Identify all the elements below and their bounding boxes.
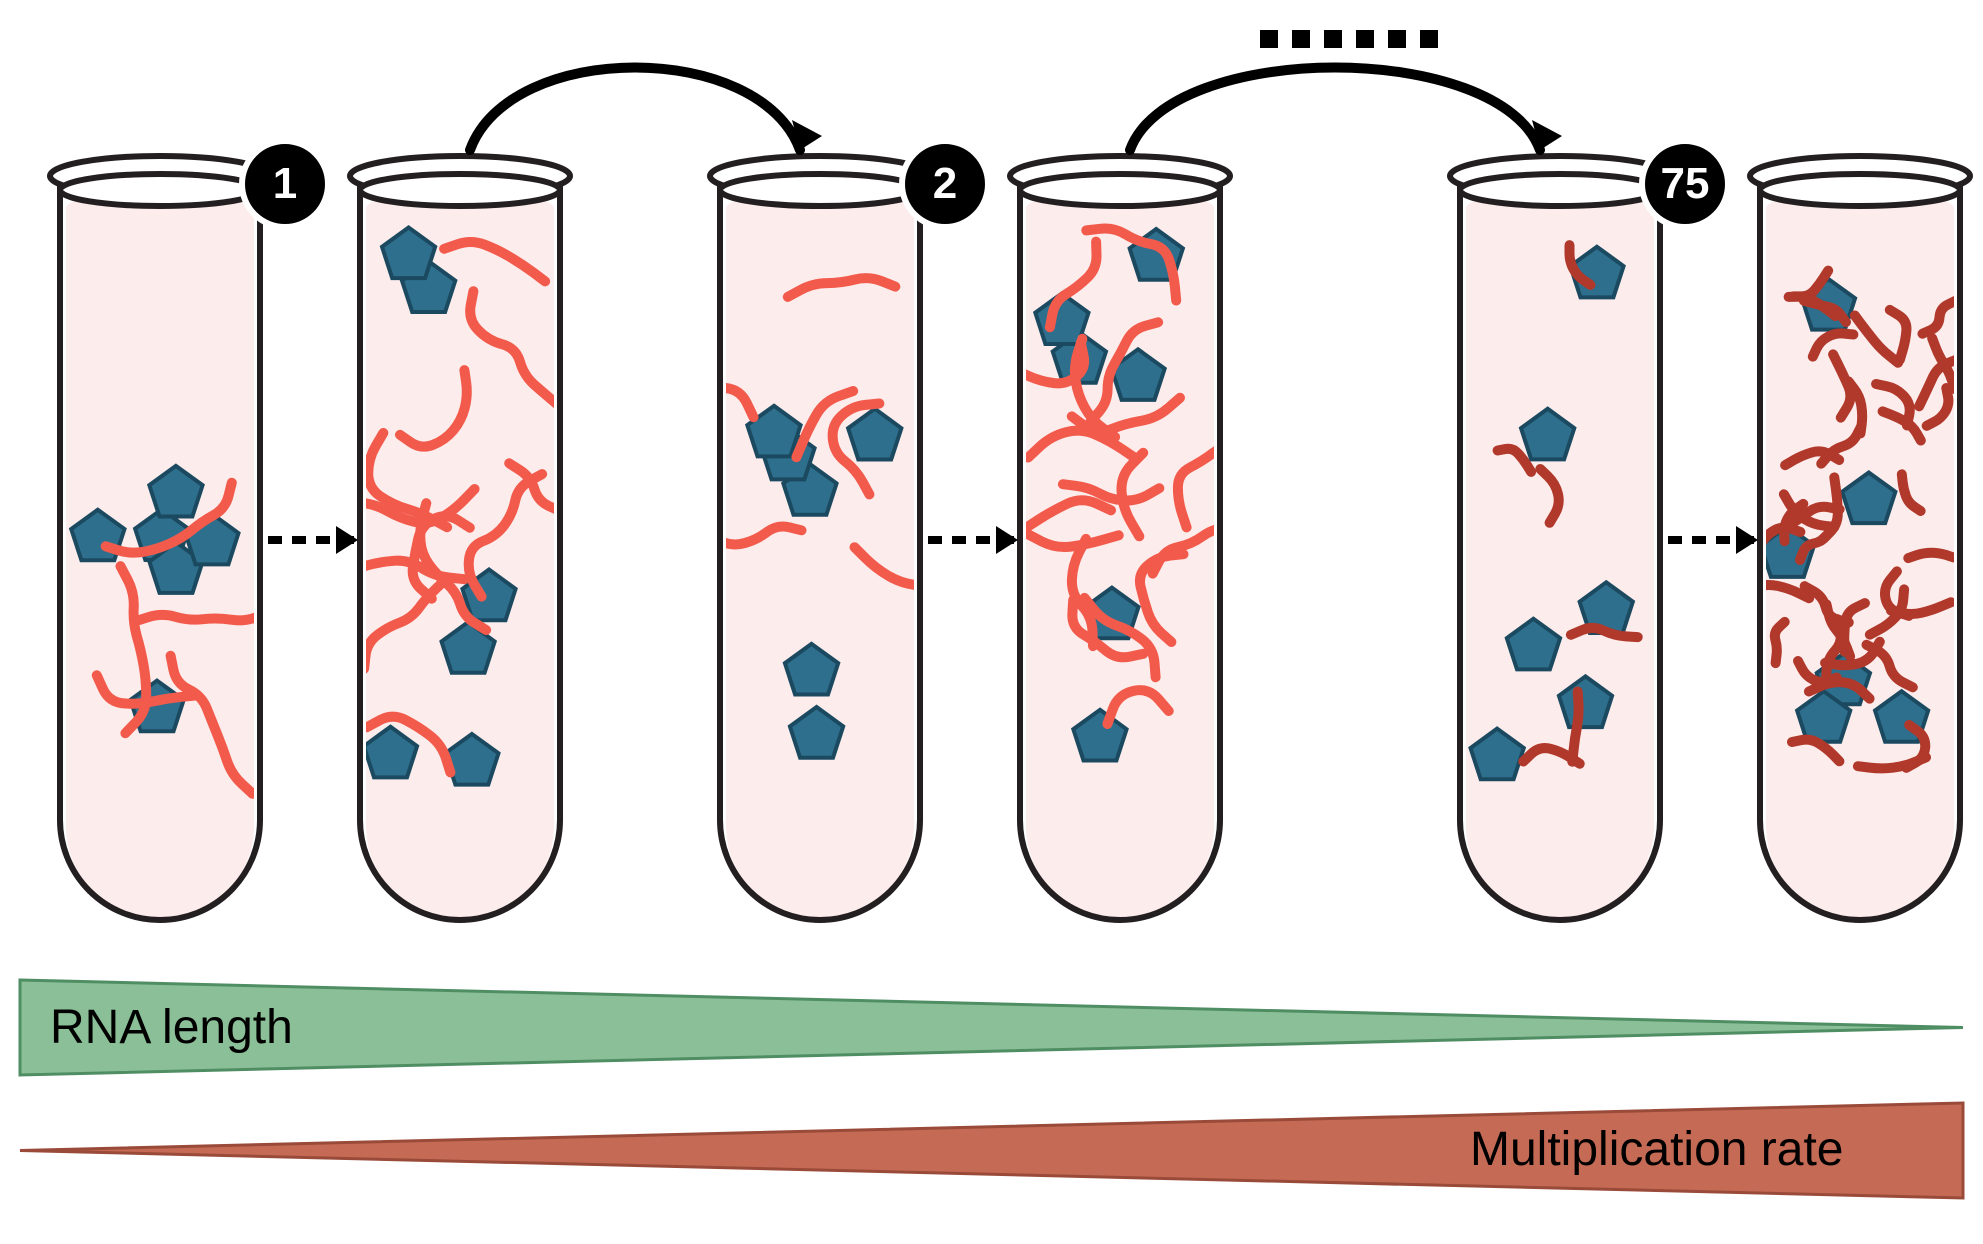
arrow-head: [996, 526, 1018, 554]
arrow-head: [1736, 526, 1758, 554]
dashed-arrow: [1658, 510, 1788, 570]
test-tube: [700, 130, 940, 950]
transfer-arrow: [470, 68, 800, 151]
rna-length-triangle: [20, 980, 1963, 1075]
gradient-triangles: [0, 970, 1983, 1228]
multiplication-rate-label: Multiplication rate: [1470, 1122, 1844, 1177]
step-badge-label: 1: [273, 159, 297, 209]
rna-length-label: RNA length: [50, 1000, 293, 1055]
dashed-arrow: [918, 510, 1048, 570]
tube-liquid: [726, 208, 914, 920]
ellipsis-dot: [1420, 30, 1438, 48]
rna-strand: [1908, 553, 1953, 558]
step-badge-label: 2: [933, 159, 957, 209]
diagram-canvas: 1 2 75 RNA length Multiplication rate: [0, 0, 1983, 1244]
step-badge: 1: [241, 140, 329, 228]
ellipsis-dot: [1260, 30, 1278, 48]
ellipsis-dot: [1324, 30, 1342, 48]
ellipsis-dot: [1388, 30, 1406, 48]
ellipsis-dot: [1292, 30, 1310, 48]
step-badge-label: 75: [1661, 159, 1710, 209]
arrow-head: [336, 526, 358, 554]
tube-liquid: [1466, 208, 1654, 920]
ellipsis-dot: [1356, 30, 1374, 48]
transfer-arrow: [1130, 68, 1540, 151]
step-badge: 75: [1641, 140, 1729, 228]
dashed-arrow: [258, 510, 388, 570]
test-tube: [1440, 130, 1680, 950]
step-badge: 2: [901, 140, 989, 228]
test-tube: [40, 130, 280, 950]
